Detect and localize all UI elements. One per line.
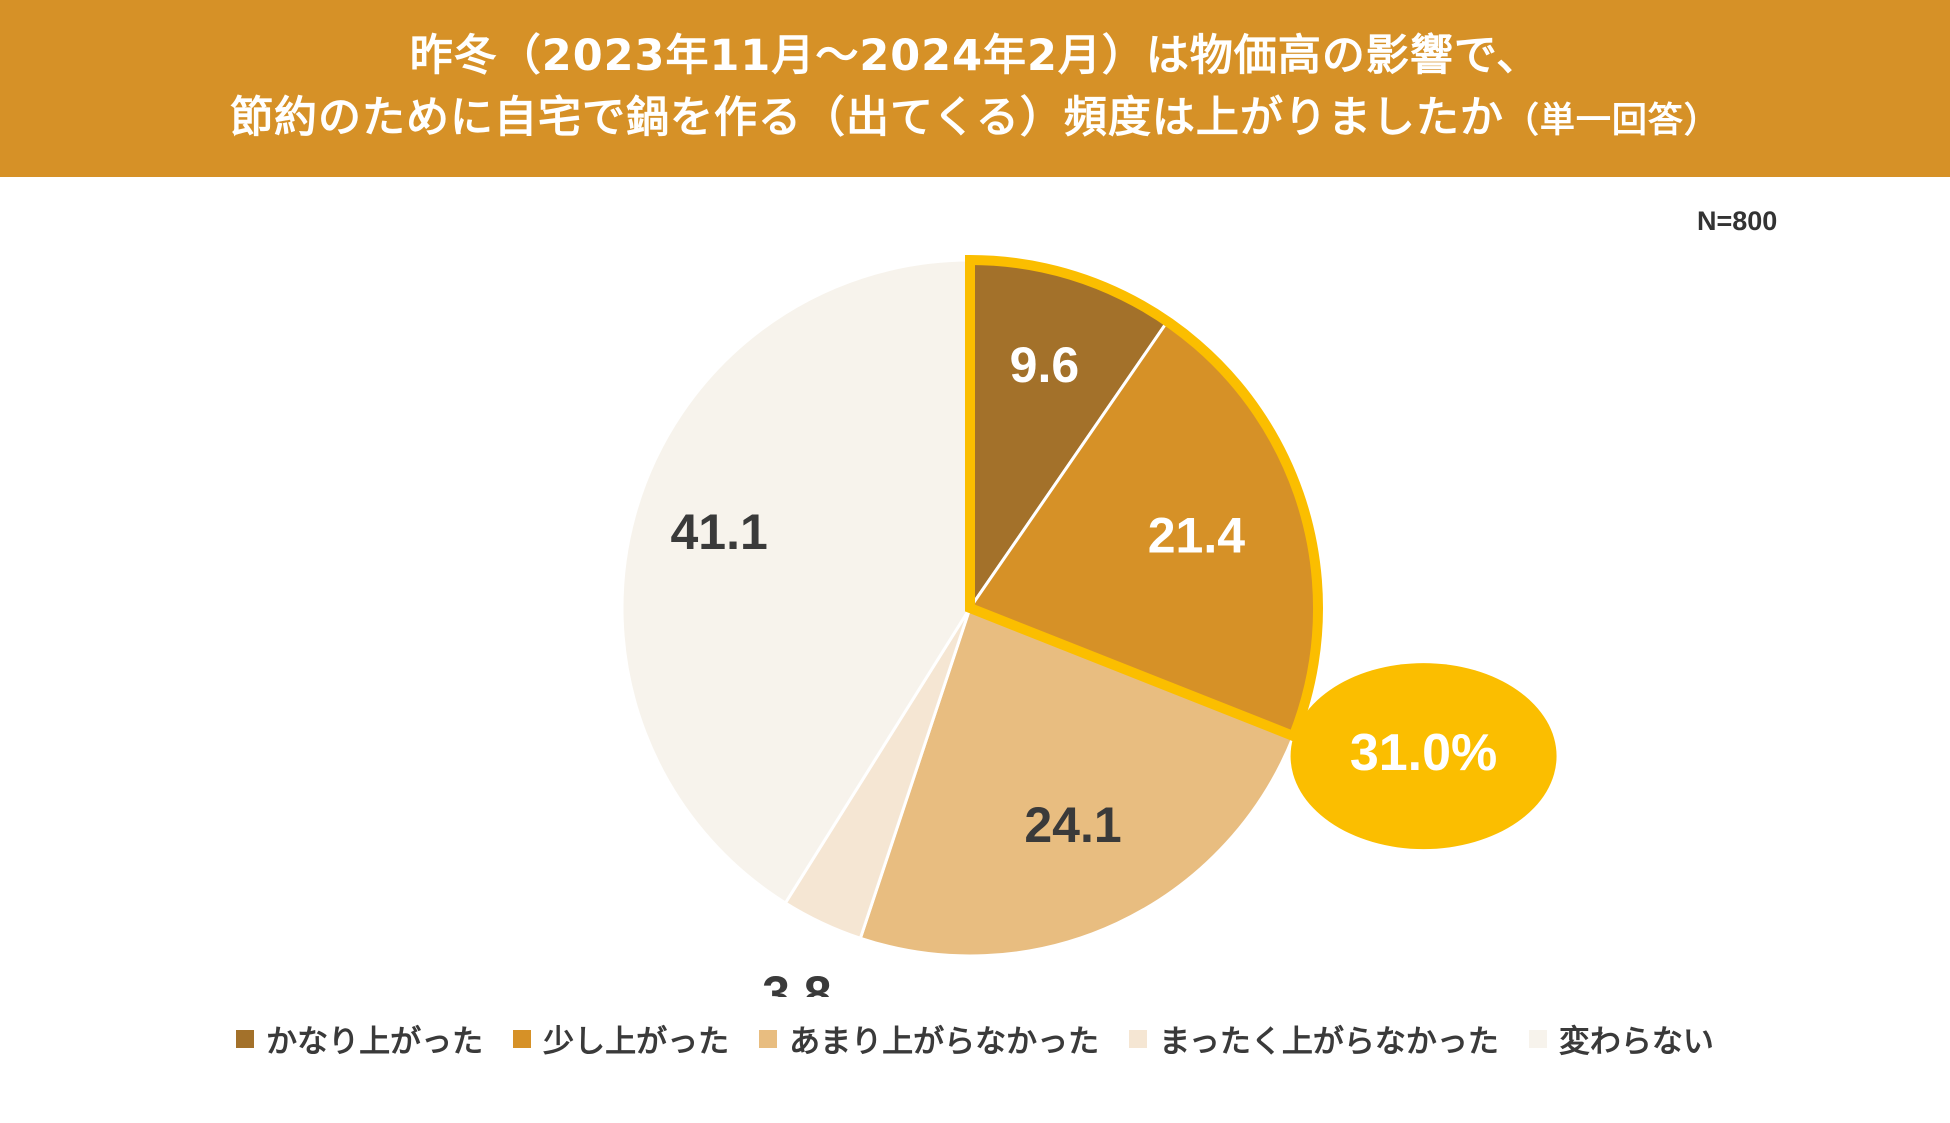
legend-swatch-4 bbox=[1129, 1029, 1148, 1048]
pie-slice-5 bbox=[620, 258, 972, 906]
chart-title-line-2: 節約のために自宅で鍋を作る（出てくる）頻度は上がりましたか（単一回答） bbox=[230, 87, 1720, 152]
legend-item-2: 少し上がった bbox=[513, 1016, 729, 1061]
legend-swatch-3 bbox=[759, 1029, 778, 1048]
legend-swatch-5 bbox=[1528, 1029, 1547, 1048]
data-label-4: 3.8 bbox=[762, 966, 832, 997]
legend-label-5: 変わらない bbox=[1558, 1024, 1714, 1060]
data-label-3: 24.1 bbox=[1024, 797, 1121, 853]
legend-label-3: あまり上がらなかった bbox=[789, 1024, 1100, 1060]
legend-swatch-2 bbox=[513, 1029, 532, 1048]
chart-title-line-1: 昨冬（2023年11月～2024年2月）は物価高の影響で、 bbox=[409, 31, 1541, 81]
highlight-outline bbox=[965, 254, 1323, 743]
data-label-2: 21.4 bbox=[1148, 507, 1246, 563]
chart-legend: かなり上がった 少し上がった あまり上がらなかった まったく上がらなかった 変わらない bbox=[0, 1016, 1950, 1061]
legend-item-4: まったく上がらなかった bbox=[1129, 1016, 1499, 1061]
chart-title-banner: 昨冬（2023年11月～2024年2月）は物価高の影響で、 節約のために自宅で鍋… bbox=[0, 0, 1950, 177]
data-label-5: 41.1 bbox=[670, 504, 767, 560]
legend-label-2: 少し上がった bbox=[543, 1024, 730, 1060]
chart-title-suffix: （単一回答） bbox=[1503, 101, 1720, 141]
sample-size-label: N=800 bbox=[1697, 206, 1778, 236]
pie-chart: 9.6 21.4 24.1 3.8 41.1 31.0% bbox=[620, 254, 1557, 997]
legend-swatch-1 bbox=[236, 1029, 255, 1048]
legend-label-4: まったく上がらなかった bbox=[1159, 1024, 1499, 1060]
callout-total-label: 31.0% bbox=[1350, 724, 1497, 782]
data-label-1: 9.6 bbox=[1010, 337, 1080, 393]
callout-bubble bbox=[1290, 663, 1557, 850]
legend-item-1: かなり上がった bbox=[236, 1016, 483, 1061]
legend-item-5: 変わらない bbox=[1528, 1016, 1714, 1061]
legend-item-3: あまり上がらなかった bbox=[759, 1016, 1099, 1061]
chart-title-line-2-main: 節約のために自宅で鍋を作る（出てくる）頻度は上がりましたか bbox=[230, 93, 1504, 143]
legend-label-1: かなり上がった bbox=[266, 1024, 484, 1060]
